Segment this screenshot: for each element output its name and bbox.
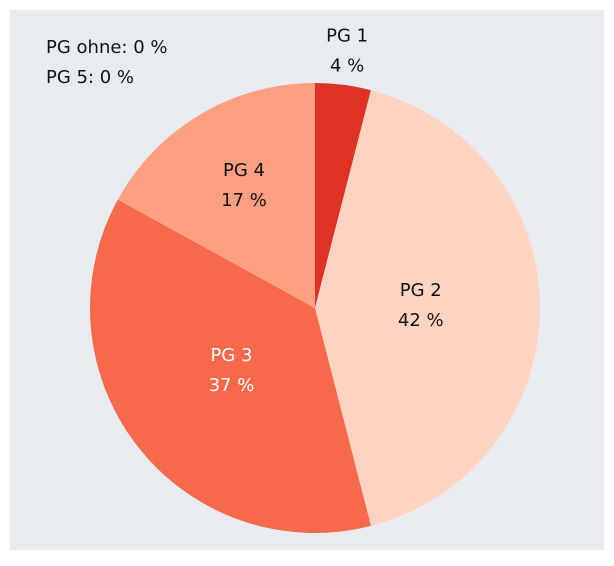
slice-value: 17 % — [221, 190, 267, 211]
annotation: PG 5: 0 % — [46, 67, 134, 88]
slice-label: PG 4 17 % — [221, 160, 267, 211]
pie-slice — [89, 199, 371, 534]
slice-label: PG 1 4 % — [326, 26, 368, 77]
pie-slice — [117, 82, 315, 308]
slice-category: PG 4 — [223, 160, 265, 181]
slice-value: 42 % — [398, 310, 444, 331]
slice-value: 37 % — [209, 375, 255, 396]
pie-slice — [315, 90, 541, 526]
slice-category: PG 1 — [326, 26, 368, 47]
pie-slice — [315, 83, 371, 308]
slice-category: PG 2 — [400, 280, 442, 301]
slice-value: 4 % — [330, 56, 364, 77]
annotation: PG ohne: 0 % — [46, 37, 168, 58]
slice-label: PG 2 42 % — [398, 280, 444, 331]
slice-label: PG 3 37 % — [209, 345, 255, 396]
slice-category: PG 3 — [210, 345, 252, 366]
